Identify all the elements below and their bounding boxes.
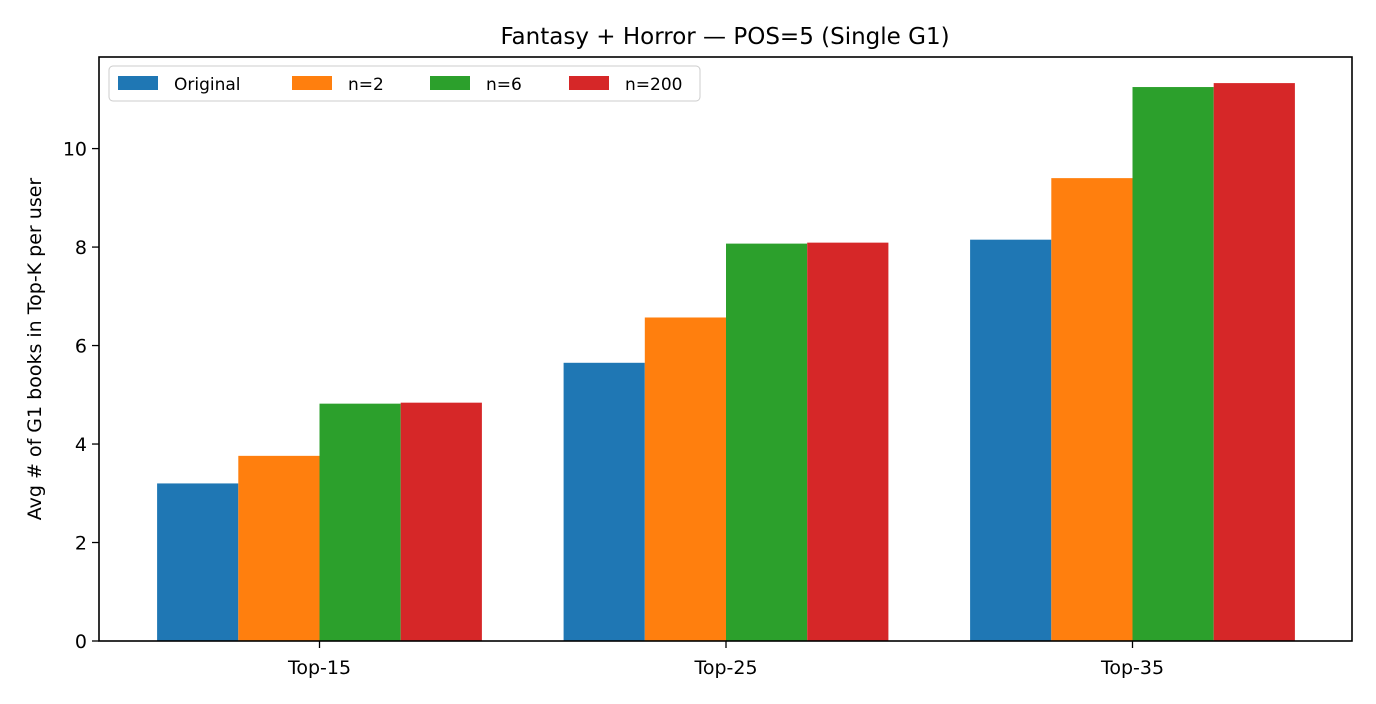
x-tick-label: Top-35 (1100, 657, 1164, 679)
y-tick-label: 0 (75, 631, 87, 653)
bar (563, 362, 645, 641)
chart-title: Fantasy + Horror — POS=5 (Single G1) (500, 24, 949, 50)
legend-swatch (292, 76, 332, 90)
y-tick-label: 2 (75, 533, 87, 555)
x-tick-label: Top-25 (693, 657, 757, 679)
axes-layer: 0 2 4 6 8 10 Top-15 Top-25 Top-35 (63, 56, 1353, 679)
bar (1213, 83, 1295, 642)
y-tick-label: 8 (75, 237, 87, 259)
bar (319, 403, 401, 641)
legend-swatch (430, 76, 470, 90)
bar (400, 402, 482, 641)
legend-label: n=200 (625, 75, 682, 95)
bar (726, 243, 808, 641)
legend: Original n=2 n=6 n=200 (108, 65, 701, 102)
legend-label: n=2 (348, 75, 384, 95)
legend-swatch (118, 76, 158, 90)
bar (970, 239, 1052, 641)
y-axis-label: Avg # of G1 books in Top-K per user (24, 178, 46, 521)
bars-layer (157, 83, 1295, 642)
bar (644, 317, 726, 641)
y-tick-label: 6 (75, 336, 87, 358)
bar (238, 455, 320, 641)
bar (157, 483, 239, 641)
x-tick-label: Top-15 (287, 657, 351, 679)
y-tick-label: 10 (63, 139, 87, 161)
legend-box (108, 65, 701, 102)
bar (1132, 87, 1214, 642)
legend-label: Original (174, 75, 241, 95)
legend-swatch (569, 76, 609, 90)
y-tick-label: 4 (75, 434, 87, 456)
legend-label: n=6 (486, 75, 522, 95)
bar (1051, 178, 1133, 641)
bar (807, 242, 889, 641)
